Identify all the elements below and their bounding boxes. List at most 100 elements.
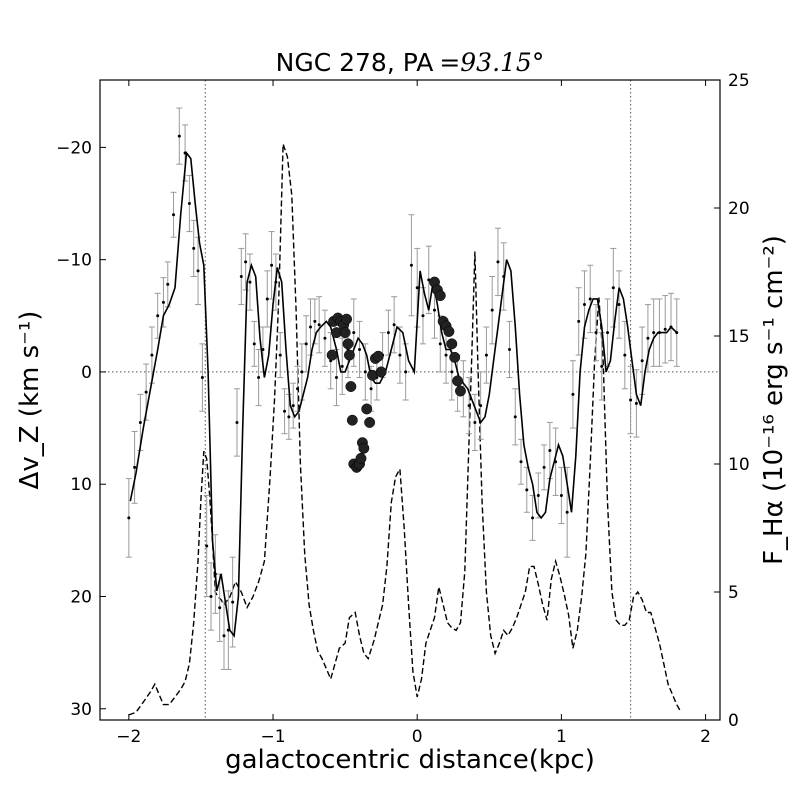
highlighted-point: [443, 326, 455, 337]
x-tick-label: 1: [556, 727, 567, 747]
halpha-flux-line: [128, 143, 682, 716]
velocity-point: [467, 404, 471, 408]
velocity-point: [270, 263, 274, 267]
highlighted-point: [449, 351, 461, 363]
highlighted-point: [361, 403, 373, 415]
left-y-tick-label: 10: [70, 475, 92, 495]
left-y-tick-label: 20: [70, 587, 92, 607]
velocity-point: [479, 404, 483, 408]
velocity-point: [404, 370, 408, 374]
velocity-point: [222, 634, 226, 638]
velocity-point: [133, 465, 137, 469]
velocity-point: [144, 390, 148, 394]
highlighted-point: [434, 290, 446, 302]
velocity-point: [611, 286, 615, 290]
velocity-point: [386, 331, 390, 335]
x-tick-label: 0: [412, 727, 423, 747]
velocity-point: [257, 376, 261, 380]
velocity-point: [192, 246, 196, 250]
velocity-point: [525, 488, 529, 492]
highlighted-point: [364, 417, 376, 428]
velocity-point: [248, 280, 252, 284]
velocity-point: [646, 336, 650, 340]
highlighted-points-series: [326, 276, 466, 473]
velocity-point: [490, 308, 494, 312]
velocity-point: [283, 409, 287, 413]
velocity-point: [415, 286, 419, 290]
left-y-axis-label: Δv_Z (km s⁻¹): [15, 311, 45, 490]
velocity-point: [617, 303, 621, 307]
velocity-point: [200, 376, 204, 380]
velocity-point: [588, 297, 592, 301]
highlighted-point: [455, 385, 466, 397]
velocity-point: [138, 420, 142, 424]
velocity-point: [274, 280, 278, 284]
velocity-point: [291, 404, 295, 408]
velocity-point: [317, 323, 321, 327]
velocity-point: [629, 398, 633, 402]
left-y-tick-label: −10: [56, 251, 92, 271]
highlighted-point: [375, 366, 387, 378]
velocity-point: [252, 342, 256, 346]
velocity-point: [484, 353, 488, 357]
velocity-point: [369, 387, 373, 391]
x-tick-label: −1: [260, 727, 285, 747]
halpha-flux-series: [128, 143, 682, 716]
velocity-point: [309, 325, 313, 329]
right-y-tick-label: 10: [728, 455, 750, 475]
velocity-point: [177, 134, 181, 138]
highlighted-point: [358, 442, 370, 454]
left-y-tick-label: 0: [81, 363, 92, 383]
velocity-point: [209, 594, 213, 598]
velocity-point: [496, 260, 500, 264]
velocity-point: [634, 401, 638, 405]
right-y-tick-label: 0: [728, 711, 739, 731]
velocity-point: [565, 510, 569, 514]
velocity-point: [652, 331, 656, 335]
velocity-point: [278, 353, 282, 357]
velocity-point: [548, 449, 552, 453]
highlighted-point: [346, 414, 358, 426]
velocity-point: [231, 600, 235, 604]
highlighted-point: [372, 350, 384, 362]
velocity-point: [421, 314, 425, 318]
velocity-point: [340, 364, 344, 368]
velocity-point: [669, 325, 673, 329]
velocity-point: [542, 465, 546, 469]
velocity-point: [187, 202, 191, 206]
velocity-point: [334, 376, 338, 380]
velocity-point: [600, 364, 604, 368]
velocity-point: [582, 303, 586, 307]
velocity-point: [663, 327, 667, 331]
velocity-point: [363, 370, 367, 374]
velocity-point: [150, 353, 154, 357]
velocity-point: [531, 516, 535, 520]
velocity-point: [675, 331, 679, 335]
velocity-point: [623, 353, 627, 357]
right-y-tick-label: 15: [728, 327, 750, 347]
velocity-point: [606, 331, 610, 335]
highlighted-point: [355, 452, 367, 464]
velocity-curve-series: [129, 150, 678, 638]
velocity-point: [244, 260, 248, 264]
left-y-tick-label: 30: [70, 700, 92, 720]
highlighted-point: [345, 381, 357, 392]
chart-title: NGC 278, PA =93.15°: [276, 48, 545, 77]
velocity-point: [161, 300, 165, 304]
velocity-point: [166, 282, 170, 286]
velocity-point: [156, 314, 160, 318]
velocity-point: [172, 213, 176, 217]
velocity-data-points: [127, 134, 679, 638]
velocity-point: [577, 319, 581, 323]
velocity-point: [304, 342, 308, 346]
velocity-point: [507, 347, 511, 351]
highlighted-point: [452, 375, 464, 387]
right-y-tick-label: 20: [728, 199, 750, 219]
velocity-point: [205, 544, 209, 548]
velocity-point: [571, 392, 575, 396]
velocity-point: [438, 342, 442, 346]
velocity-point: [398, 353, 402, 357]
velocity-point: [261, 347, 265, 351]
